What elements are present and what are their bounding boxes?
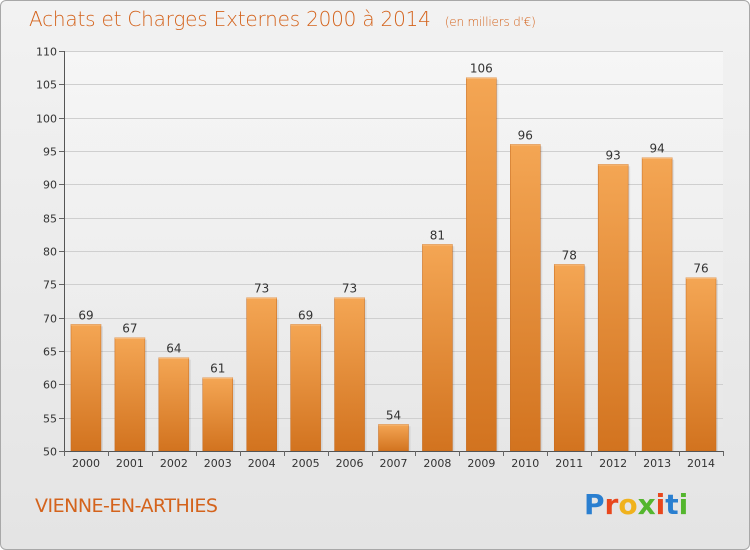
proxiti-logo[interactable]: Proxiti	[584, 488, 688, 521]
data-label: 61	[210, 362, 225, 376]
x-tick-label: 2005	[292, 457, 320, 470]
x-tick-label: 2011	[555, 457, 583, 470]
x-tick-label: 2008	[423, 457, 451, 470]
data-label: 64	[166, 342, 181, 356]
bar-2010	[510, 144, 541, 452]
bars: 69 67 64 61 73 69 73 54 81 106 96 78 93 94 76	[70, 62, 719, 452]
data-label: 106	[470, 62, 493, 76]
y-tick-label: 80	[43, 246, 57, 259]
x-tick-label: 2006	[336, 457, 364, 470]
data-label: 69	[78, 308, 93, 322]
data-label: 54	[386, 408, 401, 422]
y-tick-label: 105	[36, 79, 57, 92]
y-tick-label: 110	[36, 46, 57, 59]
bar-2005	[290, 324, 321, 452]
logo-letter: t	[665, 488, 679, 521]
bar-2009	[466, 77, 497, 452]
x-axis: 2000 2001 2002 2003 2004 2005 2006 2007 2008 2009…	[64, 451, 724, 470]
y-tick-label: 60	[43, 379, 57, 392]
bar-2011	[553, 264, 585, 452]
logo-letter: P	[584, 488, 605, 521]
y-tick-label: 50	[43, 446, 57, 459]
data-label: 73	[254, 282, 269, 296]
bar-2002	[158, 357, 190, 452]
data-label: 93	[606, 148, 621, 162]
data-label: 69	[298, 308, 313, 322]
chart-unit: (en milliers d'€)	[444, 15, 536, 29]
y-tick-label: 90	[43, 179, 57, 192]
data-label: 78	[562, 248, 577, 262]
data-label: 96	[518, 128, 533, 142]
bar-2000	[70, 324, 102, 452]
data-label: 67	[122, 322, 137, 336]
x-tick-label: 2003	[204, 457, 232, 470]
x-tick-label: 2009	[467, 457, 495, 470]
logo-letter: x	[637, 488, 656, 521]
bar-2001	[114, 337, 146, 452]
y-tick-label: 95	[43, 146, 57, 159]
bar-2014	[685, 277, 717, 452]
logo-letter: i	[655, 488, 666, 521]
y-tick-label: 70	[43, 313, 57, 326]
x-tick-label: 2002	[160, 457, 188, 470]
y-tick-label: 65	[43, 346, 57, 359]
chart-title-text: Achats et Charges Externes 2000 à 2014	[29, 7, 431, 31]
x-tick-label: 2014	[687, 457, 715, 470]
bar-2012	[597, 164, 629, 452]
bar-2003	[202, 377, 234, 452]
commune-name: VIENNE-EN-ARTHIES	[35, 495, 218, 517]
y-tick-label: 75	[43, 279, 57, 292]
chart-title: Achats et Charges Externes 2000 à 2014 (…	[29, 7, 536, 31]
data-label: 94	[649, 142, 664, 156]
x-tick-label: 2007	[380, 457, 408, 470]
bar-2007	[378, 424, 409, 452]
x-tick-label: 2012	[599, 457, 627, 470]
bar-2006	[334, 297, 365, 452]
y-axis: 50 55 60 65 70 75 80 85 90 95 100 105 110	[36, 46, 65, 459]
logo-letter: o	[618, 488, 638, 521]
y-tick-label: 85	[43, 213, 57, 226]
x-tick-label: 2000	[72, 457, 100, 470]
y-tick-label: 100	[36, 113, 57, 126]
y-tick-label: 55	[43, 413, 57, 426]
logo-letter: i	[678, 488, 689, 521]
data-label: 76	[693, 262, 708, 276]
logo-letter: r	[604, 488, 619, 521]
bar-2004	[246, 297, 277, 452]
x-tick-label: 2004	[248, 457, 276, 470]
data-label: 73	[342, 282, 357, 296]
bar-2008	[422, 244, 453, 452]
data-label: 81	[430, 228, 445, 242]
bar-2013	[641, 157, 673, 452]
x-tick-label: 2013	[643, 457, 671, 470]
x-tick-label: 2010	[511, 457, 539, 470]
x-tick-label: 2001	[116, 457, 144, 470]
